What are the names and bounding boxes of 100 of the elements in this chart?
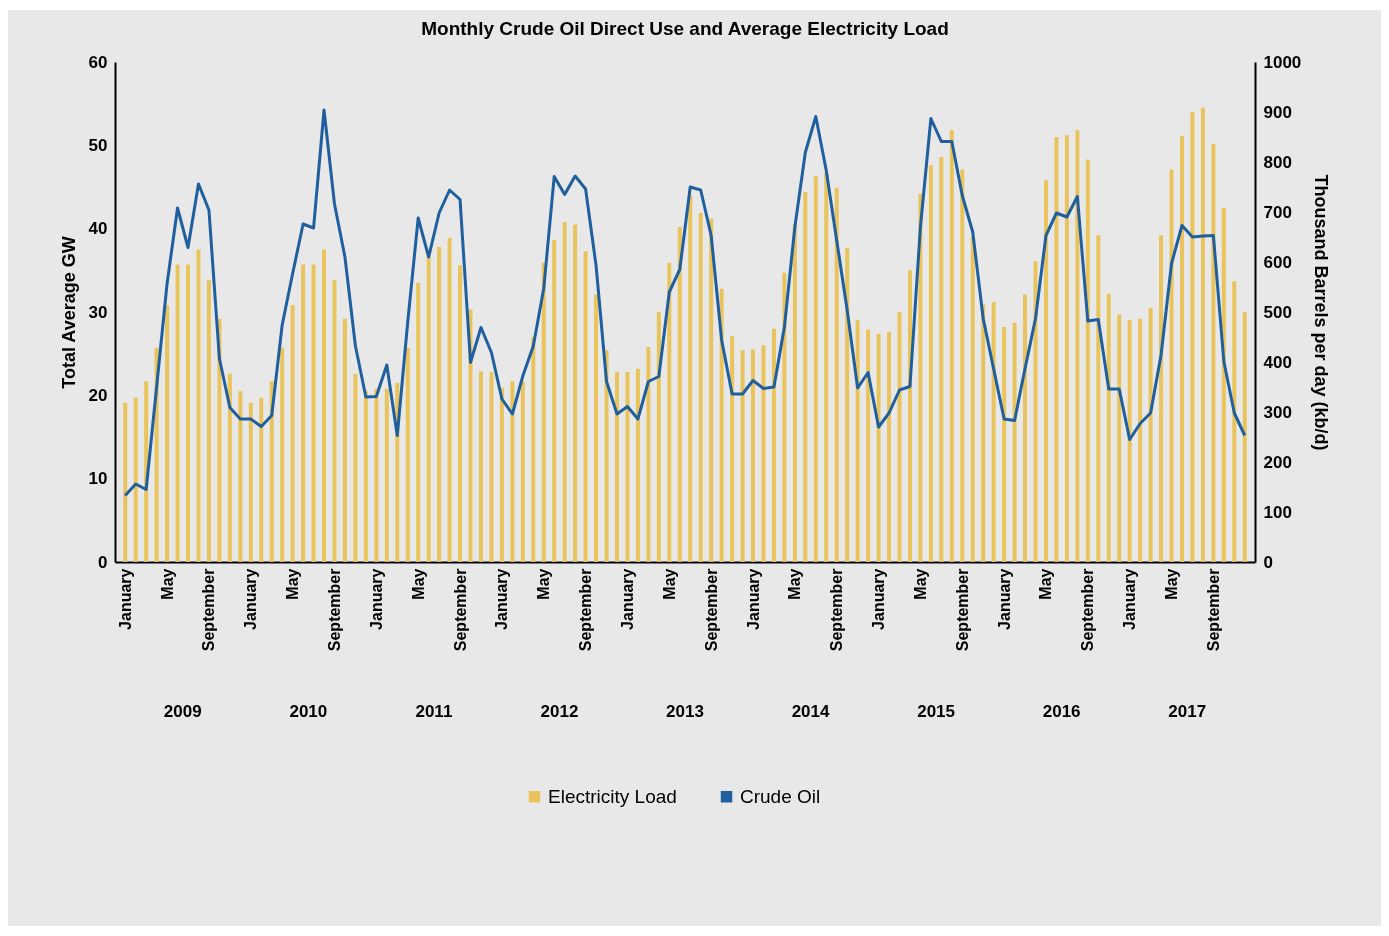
bar (322, 249, 327, 562)
x-tick-label: May (660, 568, 678, 600)
x-tick-label: September (451, 568, 469, 652)
bar (437, 247, 442, 562)
bar (730, 336, 735, 562)
bar (562, 222, 567, 562)
bar (625, 372, 630, 562)
bar (269, 381, 274, 562)
bar (719, 288, 724, 562)
bar (991, 302, 996, 562)
y-tick-label: 20 (88, 385, 108, 405)
bar (1242, 312, 1247, 562)
y2-tick-label: 600 (1263, 252, 1292, 272)
y-tick-label: 40 (88, 219, 108, 239)
x-tick-label: September (828, 568, 846, 652)
bar (897, 312, 902, 562)
bar (824, 172, 829, 562)
legend-label: Crude Oil (740, 785, 821, 807)
x-tick-label: September (953, 568, 971, 652)
bar (876, 333, 881, 562)
x-tick-label: May (786, 568, 804, 600)
bar (855, 320, 860, 562)
bar (374, 388, 379, 562)
bar (1138, 318, 1143, 562)
x-tick-label: May (911, 568, 929, 600)
bar (238, 391, 243, 562)
bar (782, 272, 787, 562)
x-tick-label: January (995, 568, 1013, 630)
bar (949, 130, 954, 562)
y2-tick-label: 0 (1263, 552, 1273, 572)
bar (887, 332, 892, 562)
bar (123, 402, 128, 562)
bar (1064, 135, 1069, 562)
bar (332, 280, 337, 562)
chart-title: Monthly Crude Oil Direct Use and Average Electricity Load (421, 18, 949, 39)
x-tick-label: January (618, 568, 636, 630)
text: 2009 (163, 702, 202, 721)
y-tick-label: 50 (88, 135, 108, 155)
legend-label: Electricity Load (548, 785, 677, 807)
bar (709, 218, 714, 562)
bar (1096, 235, 1101, 562)
bar (248, 402, 253, 562)
text: 2017 (1168, 702, 1207, 721)
bar (1179, 136, 1184, 562)
bar (813, 176, 818, 562)
x-tick-label: January (367, 568, 385, 630)
bar (1127, 320, 1132, 562)
x-tick-label: May (284, 568, 302, 600)
x-tick-label: September (1079, 568, 1097, 652)
bar (1169, 169, 1174, 562)
bar (133, 397, 138, 562)
x-tick-label: May (1163, 568, 1181, 600)
bar (981, 304, 986, 562)
bar (792, 224, 797, 562)
bar (165, 305, 170, 562)
bar (353, 373, 358, 562)
bar (311, 264, 316, 562)
bar (426, 257, 431, 562)
bar (1190, 112, 1195, 562)
bar (280, 347, 285, 562)
bar (301, 264, 306, 562)
bar (667, 262, 672, 562)
bar (520, 381, 525, 562)
bar (761, 345, 766, 562)
bar (531, 337, 536, 562)
bar (1159, 235, 1164, 562)
bar (1085, 159, 1090, 562)
bar (1232, 281, 1237, 562)
bar (363, 391, 368, 562)
bar (468, 309, 473, 562)
bar (144, 381, 149, 562)
y2-axis-title: Thousand Barrels per day (kb/d) (1311, 174, 1332, 451)
bar (614, 372, 619, 562)
x-tick-label: January (744, 568, 762, 630)
y2-tick-label: 400 (1263, 352, 1292, 372)
text: 2016 (1042, 702, 1081, 721)
y-tick-label: 10 (88, 469, 108, 489)
y2-tick-label: 100 (1263, 502, 1292, 522)
bar (740, 350, 745, 562)
bar (206, 280, 211, 562)
y2-tick-label: 1000 (1263, 52, 1302, 72)
y-axis-title: Total Average GW (58, 236, 79, 389)
bar (259, 397, 264, 562)
bar (834, 187, 839, 562)
y2-tick-label: 500 (1263, 302, 1292, 322)
bar (928, 165, 933, 562)
line-series (123, 108, 1247, 497)
bar (510, 381, 515, 562)
bar (604, 350, 609, 562)
bar (552, 240, 557, 562)
bar (970, 237, 975, 562)
x-tick-label: January (493, 568, 511, 630)
bar (939, 157, 944, 562)
bar (1221, 207, 1226, 562)
x-tick-label: September (577, 568, 595, 652)
bar (1043, 180, 1048, 562)
x-tick-label: September (325, 568, 343, 652)
bar (416, 282, 421, 562)
bar (751, 349, 756, 562)
bar (499, 387, 504, 562)
